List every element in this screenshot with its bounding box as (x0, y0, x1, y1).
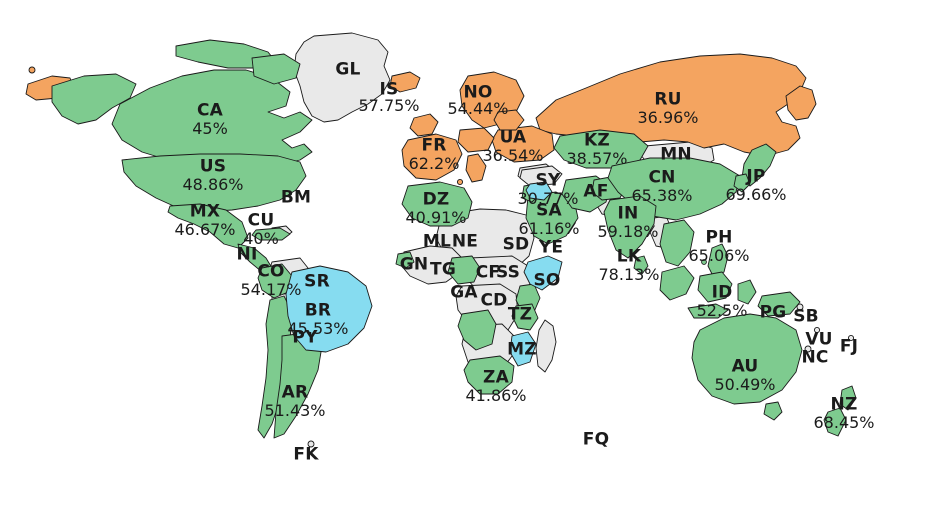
region-dz-ma (402, 182, 472, 226)
region-tz (512, 304, 538, 330)
region-cu (252, 228, 290, 240)
region-fk (308, 441, 314, 447)
region-fj (848, 335, 853, 340)
region-gn (396, 252, 414, 268)
region-vu (814, 327, 819, 332)
region-pg (758, 292, 800, 316)
region-id-java (688, 304, 728, 318)
region-ph (708, 244, 728, 278)
region-nc (805, 346, 811, 352)
region-mz (510, 332, 536, 366)
region-ng (448, 256, 480, 284)
region-za (464, 356, 514, 394)
layer-green (52, 40, 856, 438)
region-kr (734, 174, 750, 192)
region-us-alaska (52, 74, 136, 124)
region-au-tasmania (764, 402, 782, 420)
region-ru-kamchatka (786, 86, 816, 120)
layer-blue (286, 182, 562, 366)
region-sb (797, 304, 803, 310)
region-nz (840, 386, 856, 410)
region-small-green-isle (702, 260, 707, 265)
region-id-borneo (698, 272, 732, 302)
region-sy (526, 182, 552, 200)
region-lk (634, 256, 648, 274)
region-mg (536, 320, 556, 372)
region-id-sulawesi (738, 280, 756, 304)
region-jp (742, 144, 776, 186)
region-gl (294, 33, 390, 122)
region-ua (492, 126, 554, 162)
region-id-sumatra (660, 266, 694, 300)
region-nz-south (824, 408, 846, 436)
region-us (122, 154, 306, 212)
region-ao (458, 310, 496, 350)
region-is (390, 72, 420, 92)
region-ca (112, 70, 312, 168)
region-in (604, 196, 656, 258)
region-fr-es (402, 134, 462, 180)
region-au (692, 314, 802, 404)
region-br (286, 266, 372, 352)
region-ru-wrangel (29, 67, 35, 73)
region-ca-baffin (252, 54, 300, 84)
region-uk-ie (410, 114, 438, 136)
region-baltics (494, 110, 524, 130)
region-de-pl (458, 128, 494, 152)
region-co (258, 264, 292, 298)
region-so (524, 256, 562, 290)
region-med-isle (457, 179, 462, 184)
region-tr (520, 166, 562, 186)
region-it (466, 154, 486, 182)
region-mx (168, 204, 248, 248)
region-sea (660, 220, 694, 266)
